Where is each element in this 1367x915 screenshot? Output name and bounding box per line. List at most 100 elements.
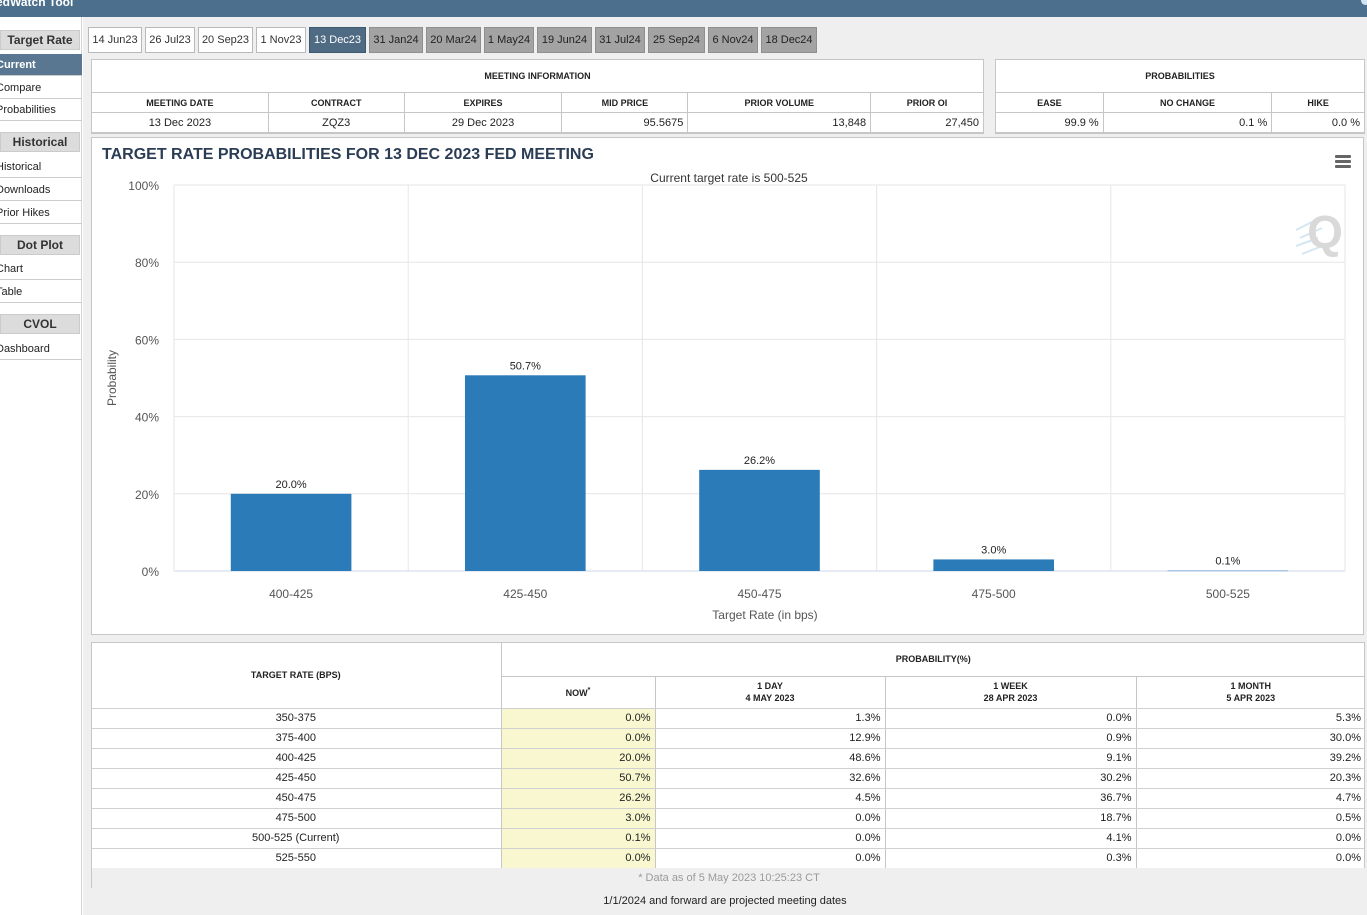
probabilities-title: PROBABILITIES (995, 59, 1365, 93)
one-month-cell: 0.0% (1135, 848, 1365, 869)
now-column-header: NOW* (501, 676, 656, 709)
chart-bar[interactable] (464, 375, 586, 571)
data-as-of-footnote: * Data as of 5 May 2023 10:25:23 CT (92, 868, 1366, 888)
y-tick-label: 60% (135, 333, 159, 347)
one-week-cell: 9.1% (884, 748, 1136, 769)
one-week-cell: 18.7% (884, 808, 1136, 829)
help-icon[interactable] (1361, 0, 1367, 5)
meeting-date-header: MEETING DATE (91, 92, 269, 113)
one-day-cell: 12.9% (654, 728, 885, 749)
now-cell: 0.0% (500, 708, 655, 729)
bar-data-label: 3.0% (981, 544, 1006, 556)
table-row: 450-475 26.2% 4.5% 36.7% 4.7% (91, 788, 1365, 809)
chart-title: TARGET RATE PROBABILITIES FOR 13 DEC 202… (102, 146, 594, 163)
expires-header: EXPIRES (403, 92, 563, 113)
sidebar-item-compare[interactable]: Compare (0, 77, 82, 99)
x-tick-label: 450-475 (737, 587, 781, 601)
sidebar-item-dashboard[interactable]: Dashboard (0, 338, 82, 360)
table-row: 500-525 (Current) 0.1% 0.0% 4.1% 0.0% (91, 828, 1365, 849)
tab-meeting[interactable]: 1 May24 (484, 27, 534, 53)
bar-data-label: 50.7% (510, 360, 541, 372)
no-change-header: NO CHANGE (1102, 92, 1273, 113)
sidebar-header-target-rate[interactable]: Target Rate (0, 30, 80, 50)
now-column-label: NOW (565, 687, 588, 698)
no-change-value: 0.1 % (1102, 112, 1273, 133)
ease-header: EASE (995, 92, 1104, 113)
bar-data-label: 26.2% (744, 455, 775, 467)
table-row: 425-450 50.7% 32.6% 30.2% 20.3% (91, 768, 1365, 789)
one-week-cell: 0.0% (884, 708, 1136, 729)
probabilities-panel: PROBABILITIES EASE NO CHANGE HIKE 99.9 %… (995, 59, 1365, 134)
table-row: 375-400 0.0% 12.9% 0.9% 30.0% (91, 728, 1365, 749)
y-tick-label: 0% (142, 565, 160, 579)
meeting-date-value: 13 Dec 2023 (91, 112, 269, 133)
table-row: 400-425 20.0% 48.6% 9.1% 39.2% (91, 748, 1365, 769)
table-row: 350-375 0.0% 1.3% 0.0% 5.3% (91, 708, 1365, 729)
y-tick-label: 100% (128, 179, 159, 193)
now-cell: 20.0% (500, 748, 655, 769)
one-month-cell: 5.3% (1135, 708, 1365, 729)
rate-cell: 400-425 (91, 748, 501, 769)
table-row: 525-550 0.0% 0.0% 0.3% 0.0% (91, 848, 1365, 869)
tab-meeting[interactable]: 26 Jul23 (145, 27, 195, 53)
one-week-cell: 0.3% (884, 848, 1136, 869)
sidebar-item-table[interactable]: Table (0, 281, 82, 303)
target-rate-chart: TARGET RATE PROBABILITIES FOR 13 DEC 202… (91, 137, 1364, 635)
tab-meeting[interactable]: 25 Sep24 (648, 27, 705, 53)
now-cell: 50.7% (500, 768, 655, 789)
now-cell: 26.2% (500, 788, 655, 809)
one-month-date: 5 APR 2023 (1226, 693, 1276, 703)
tab-meeting[interactable]: 31 Jan24 (369, 27, 423, 53)
prior-oi-value: 27,450 (870, 112, 984, 133)
chart-menu-icon[interactable] (1335, 155, 1351, 168)
sidebar-item-downloads[interactable]: Downloads (0, 179, 82, 201)
sidebar-item-historical[interactable]: Historical (0, 156, 82, 178)
tab-meeting[interactable]: 19 Jun24 (537, 27, 592, 53)
rate-cell: 525-550 (91, 848, 501, 869)
sidebar-item-prior-hikes[interactable]: Prior Hikes (0, 202, 82, 224)
sidebar: Target Rate Current Compare Probabilitie… (0, 17, 82, 915)
sidebar-item-probabilities[interactable]: Probabilities (0, 99, 82, 121)
rate-cell: 450-475 (91, 788, 501, 809)
probability-group-header: PROBABILITY(%) (501, 642, 1365, 677)
tab-meeting[interactable]: 31 Jul24 (595, 27, 645, 53)
mid-price-value: 95.5675 (561, 112, 689, 133)
sidebar-header-cvol[interactable]: CVOL (0, 314, 80, 334)
sidebar-header-dot-plot[interactable]: Dot Plot (0, 235, 80, 255)
hike-header: HIKE (1271, 92, 1365, 113)
tab-meeting[interactable]: 20 Sep23 (198, 27, 253, 53)
tab-meeting[interactable]: 18 Dec24 (761, 27, 817, 53)
hike-value: 0.0 % (1271, 112, 1365, 133)
expires-value: 29 Dec 2023 (403, 112, 563, 133)
now-cell: 0.1% (500, 828, 655, 849)
x-tick-label: 475-500 (972, 587, 1016, 601)
tab-meeting[interactable]: 14 Jun23 (88, 27, 142, 53)
one-week-cell: 4.1% (884, 828, 1136, 849)
sidebar-header-historical[interactable]: Historical (0, 132, 80, 152)
tab-meeting[interactable]: 6 Nov24 (708, 27, 758, 53)
one-week-column-header: 1 WEEK 28 APR 2023 (885, 676, 1137, 709)
tab-meeting[interactable]: 20 Mar24 (426, 27, 481, 53)
chart-bar[interactable] (230, 493, 352, 571)
one-day-date: 4 MAY 2023 (745, 693, 795, 703)
one-month-column-header: 1 MONTH 5 APR 2023 (1136, 676, 1365, 709)
chart-bar[interactable] (933, 559, 1055, 571)
one-week-label: 1 WEEK (993, 681, 1028, 691)
bar-data-label: 0.1% (1215, 556, 1240, 568)
chart-bar[interactable] (1167, 570, 1289, 572)
sidebar-item-chart[interactable]: Chart (0, 258, 82, 280)
one-month-cell: 20.3% (1135, 768, 1365, 789)
one-month-label: 1 MONTH (1230, 681, 1272, 691)
rate-cell: 475-500 (91, 808, 501, 829)
sidebar-item-current[interactable]: Current (0, 54, 82, 76)
tab-meeting-selected[interactable]: 13 Dec23 (309, 27, 366, 53)
one-day-cell: 0.0% (654, 808, 885, 829)
x-tick-label: 400-425 (269, 587, 313, 601)
one-month-cell: 0.0% (1135, 828, 1365, 849)
app-titlebar: edWatch Tool (0, 0, 1367, 17)
chart-bar[interactable] (699, 469, 820, 571)
one-day-label: 1 DAY (757, 681, 783, 691)
one-day-cell: 0.0% (654, 828, 885, 849)
tab-meeting[interactable]: 1 Nov23 (256, 27, 306, 53)
one-month-cell: 4.7% (1135, 788, 1365, 809)
